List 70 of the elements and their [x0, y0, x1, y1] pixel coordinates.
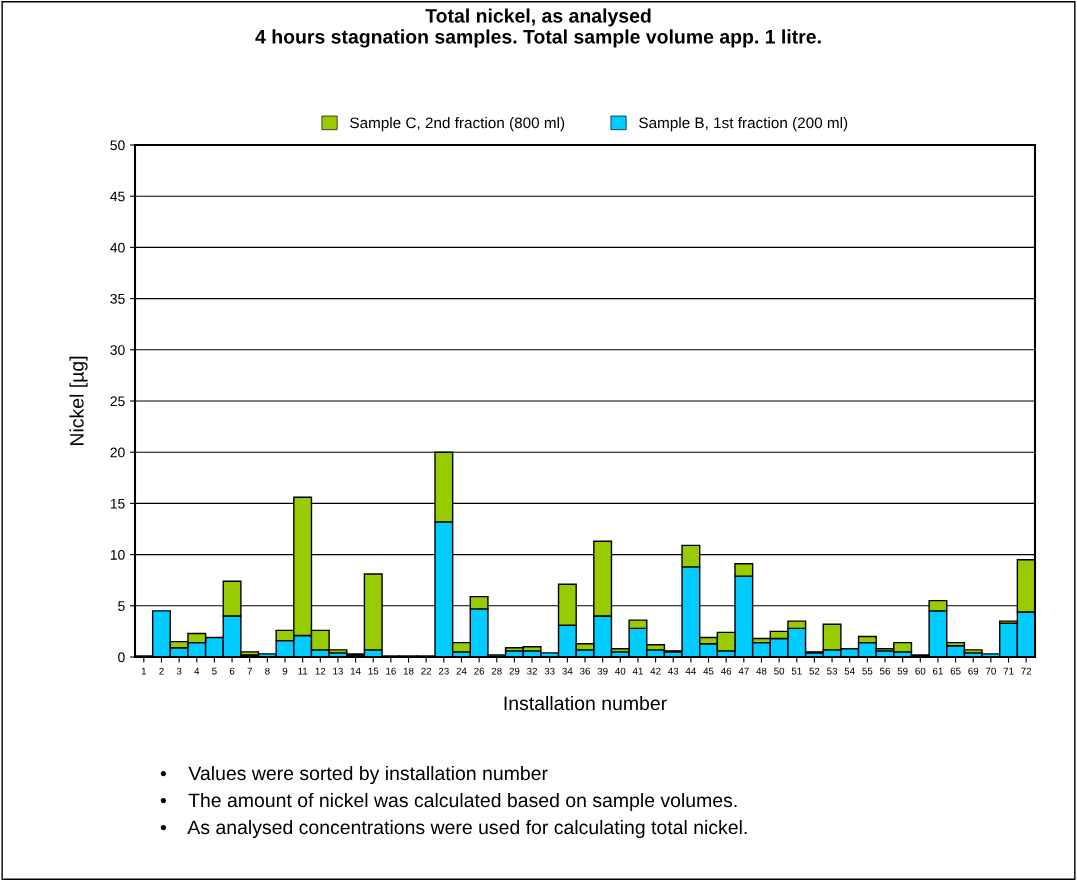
x-tick-label: 36: [579, 667, 590, 675]
x-tick-label: 24: [456, 667, 467, 675]
x-tick-label: 51: [791, 667, 802, 675]
y-tick-label: 0: [118, 652, 125, 663]
y-tick-label: 30: [110, 345, 125, 355]
x-tick-label: 56: [879, 667, 890, 675]
x-tick-label: 28: [491, 667, 502, 675]
y-tick-label: 25: [110, 396, 125, 407]
chart-title: Total nickel, as analysed 4 hours stagnation samples. Total sample volume app. 1 litre.: [255, 8, 821, 48]
x-tick-label: 46: [720, 667, 732, 675]
x-tick-label: 8: [265, 667, 270, 675]
x-tick-label: 71: [1003, 667, 1014, 675]
legend-label: Sample C, 2nd fraction (800 ml): [350, 117, 565, 132]
y-tick-label: 15: [110, 498, 125, 509]
x-tick-label: 72: [1021, 667, 1032, 675]
x-tick-label: 23: [438, 667, 449, 675]
x-tick-label: 13: [333, 667, 343, 675]
x-tick-label: 2: [159, 667, 164, 675]
x-tick-label: 60: [915, 667, 926, 675]
x-tick-label: 41: [632, 667, 643, 675]
y-tick-label: 40: [110, 242, 125, 253]
x-tick-label: 29: [509, 667, 520, 675]
x-tick-label: 54: [844, 667, 855, 675]
text: • As analysed concentrations were used for calculating total nickel.: [160, 819, 747, 839]
x-tick-label: 47: [738, 667, 749, 675]
x-tick-label: 12: [315, 667, 326, 675]
x-tick-label: 48: [756, 667, 767, 675]
y-tick-label: 35: [110, 293, 125, 304]
x-tick-label: 39: [597, 667, 608, 675]
x-tick-label: 44: [685, 667, 697, 675]
y-tick-label: 50: [110, 140, 125, 151]
x-tick-label: 11: [298, 667, 308, 675]
x-tick-label: 32: [527, 667, 537, 675]
x-tick-label: 14: [350, 667, 361, 675]
x-axis-title: Installation number: [504, 695, 667, 711]
x-tick-label: 52: [809, 667, 820, 675]
x-tick-label: 16: [386, 667, 396, 675]
x-tick-label: 53: [827, 667, 838, 675]
x-tick-label: 43: [668, 667, 679, 675]
x-tick-label: 3: [176, 667, 182, 675]
x-tick-label: 42: [650, 667, 661, 675]
x-tick-label: 50: [774, 667, 785, 675]
x-tick-label: 6: [229, 667, 235, 675]
x-tick-label: 1: [141, 667, 147, 675]
x-tick-label: 45: [703, 667, 714, 675]
x-tick-label: 59: [897, 667, 908, 675]
x-tick-label: 65: [950, 667, 961, 675]
x-tick-label: 7: [247, 667, 252, 675]
y-axis-title: Nickel [µg]: [69, 356, 88, 445]
x-tick-label: 70: [985, 667, 996, 675]
x-tick-label: 61: [933, 667, 943, 675]
text: • Values were sorted by installation number: [160, 765, 548, 785]
x-tick-label: 55: [862, 667, 873, 675]
x-tick-label: 26: [474, 667, 485, 675]
legend-label: Sample B, 1st fraction (200 ml): [639, 117, 848, 132]
x-tick-label: 9: [282, 667, 288, 675]
y-tick-label: 20: [110, 447, 125, 458]
y-tick-label: 5: [118, 601, 125, 611]
y-tick-label: 45: [110, 191, 125, 202]
x-tick-label: 34: [562, 667, 573, 675]
x-tick-label: 4: [194, 667, 200, 675]
x-tick-label: 22: [421, 667, 432, 675]
x-tick-label: 5: [212, 667, 217, 675]
y-tick-label: 10: [110, 549, 125, 560]
x-tick-label: 40: [615, 667, 626, 675]
text: • The amount of nickel was calculated based on sample volumes.: [160, 792, 737, 812]
x-tick-label: 15: [368, 667, 379, 675]
x-tick-label: 33: [544, 667, 555, 675]
x-tick-label: 69: [968, 667, 979, 675]
x-tick-label: 18: [403, 667, 414, 675]
